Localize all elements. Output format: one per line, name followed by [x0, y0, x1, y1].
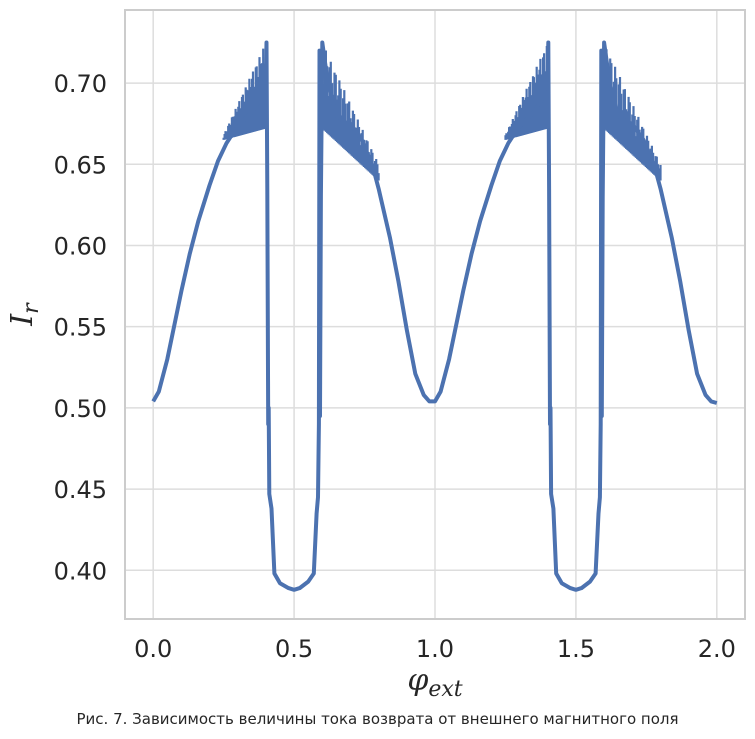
- y-tick-label: 0.70: [54, 70, 107, 98]
- x-tick-labels: 0.0 0.5 1.0 1.5 2.0: [134, 635, 736, 663]
- x-tick-label: 2.0: [698, 635, 736, 663]
- y-tick-label: 0.65: [54, 151, 107, 179]
- oscillation-bands: [222, 46, 662, 181]
- y-tick-label: 0.45: [54, 476, 107, 504]
- plot-frame: [124, 9, 746, 620]
- oscillation-band-2: [504, 46, 549, 140]
- x-tick-label: 1.5: [557, 635, 595, 663]
- y-tick-labels: 0.40 0.45 0.50 0.55 0.60 0.65 0.70: [54, 70, 107, 585]
- y-axis-label: Ir: [5, 302, 44, 327]
- series-line: [151, 40, 718, 592]
- x-tick-label: 0.5: [275, 635, 313, 663]
- y-tick-label: 0.60: [54, 232, 107, 260]
- x-axis-label: φext: [407, 663, 462, 702]
- y-tick-label: 0.55: [54, 314, 107, 342]
- y-tick-label: 0.50: [54, 395, 107, 423]
- y-tick-label: 0.40: [54, 557, 107, 585]
- x-tick-label: 1.0: [416, 635, 454, 663]
- line-chart: 0.0 0.5 1.0 1.5 2.0 0.40 0.45 0.50 0.55 0.60 0.65…: [5, 9, 746, 702]
- figure-caption: Рис. 7. Зависимость величины тока возвра…: [76, 710, 679, 728]
- x-tick-label: 0.0: [134, 635, 172, 663]
- grid-lines: [125, 10, 745, 619]
